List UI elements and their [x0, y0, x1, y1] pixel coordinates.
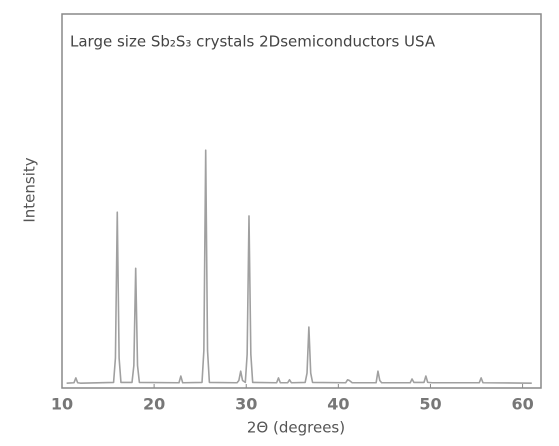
x-tick-label: 30	[235, 395, 257, 414]
plot-frame	[61, 13, 542, 389]
x-tick-label: 10	[51, 395, 73, 414]
x-tick-label: 40	[327, 395, 349, 414]
chart-title: Large size Sb₂S₃ crystals 2Dsemiconducto…	[70, 33, 436, 51]
x-axis-label: 2Θ (degrees)	[247, 419, 345, 437]
x-tick-label: 20	[143, 395, 165, 414]
x-tick-label: 50	[419, 395, 441, 414]
y-axis-label: Intensity	[21, 157, 39, 222]
x-tick-label: 60	[511, 395, 533, 414]
xrd-line	[66, 149, 532, 384]
